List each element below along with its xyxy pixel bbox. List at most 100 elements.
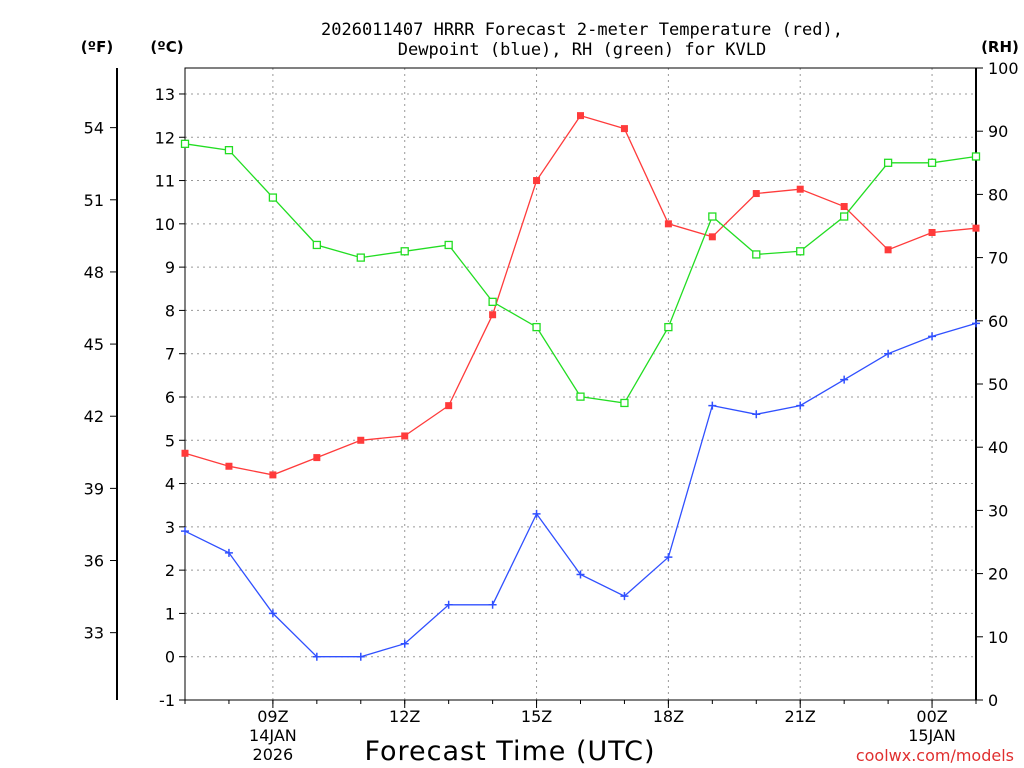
celsius-tick-label: 11 bbox=[155, 172, 175, 191]
temperature-point bbox=[489, 311, 497, 319]
celsius-tick-label: 3 bbox=[165, 518, 175, 537]
rh-unit-label: (RH) bbox=[981, 38, 1019, 56]
x-tick-label: 12Z bbox=[389, 707, 420, 726]
rh-tick-label: 80 bbox=[988, 185, 1008, 204]
rh-point bbox=[488, 297, 497, 306]
series-line bbox=[184, 322, 977, 658]
dewpoint-point bbox=[356, 652, 365, 661]
celsius-tick-label: 5 bbox=[165, 431, 175, 450]
temperature-point bbox=[884, 246, 892, 254]
rh-point bbox=[708, 212, 717, 221]
credit-link[interactable]: coolwx.com/models bbox=[856, 746, 1014, 765]
rh-tick-label: 0 bbox=[988, 691, 998, 710]
dewpoint-point bbox=[488, 600, 497, 609]
rh-point bbox=[971, 152, 981, 161]
temperature-point bbox=[840, 203, 848, 211]
celsius-tick-label: -1 bbox=[159, 691, 175, 710]
fahrenheit-tick-label: 51 bbox=[84, 191, 104, 210]
series-layer bbox=[180, 112, 981, 661]
celsius-tick-label: 9 bbox=[165, 258, 175, 277]
chart-title-line1: 2026011407 HRRR Forecast 2-meter Tempera… bbox=[321, 20, 843, 40]
temperature-point bbox=[708, 233, 716, 241]
temperature-point bbox=[796, 185, 804, 193]
temperature-point bbox=[357, 436, 365, 444]
dewpoint-point bbox=[400, 639, 409, 648]
x-axis-title: Forecast Time (UTC) bbox=[364, 736, 655, 767]
fahrenheit-tick-label: 45 bbox=[84, 335, 104, 354]
fahrenheit-tick-label: 36 bbox=[84, 552, 104, 571]
series-line bbox=[184, 143, 977, 404]
celsius-tick-label: 10 bbox=[155, 215, 175, 234]
celsius-tick-label: 2 bbox=[165, 561, 175, 580]
dewpoint-point bbox=[532, 509, 541, 518]
series-line bbox=[184, 114, 977, 476]
celsius-tick-label: 1 bbox=[165, 604, 175, 623]
rh-point bbox=[312, 240, 321, 250]
rh-tick-label: 90 bbox=[988, 122, 1008, 141]
temperature-point bbox=[664, 220, 672, 228]
x-tick-date: 15JAN bbox=[908, 726, 956, 745]
rh-tick-label: 60 bbox=[988, 312, 1008, 331]
rh-point bbox=[576, 392, 585, 401]
temperature-point bbox=[928, 228, 936, 236]
fahrenheit-tick-label: 39 bbox=[84, 479, 104, 498]
dewpoint-point bbox=[312, 652, 321, 661]
dewpoint-point bbox=[224, 548, 233, 557]
rh-tick-label: 10 bbox=[988, 628, 1008, 647]
rh-point bbox=[356, 253, 365, 262]
temperature-point bbox=[445, 402, 453, 410]
dewpoint-point bbox=[928, 332, 937, 341]
temperature-point bbox=[533, 177, 541, 185]
rh-point bbox=[532, 322, 541, 332]
celsius-tick-label: 8 bbox=[165, 301, 175, 320]
rh-tick-label: 100 bbox=[988, 59, 1019, 78]
rh-point bbox=[400, 247, 409, 256]
x-tick-label: 18Z bbox=[653, 707, 684, 726]
dewpoint-point bbox=[972, 319, 980, 328]
series-temperature bbox=[181, 112, 980, 479]
rh-tick-label: 40 bbox=[988, 438, 1008, 457]
fahrenheit-tick-label: 33 bbox=[84, 624, 104, 643]
temperature-point bbox=[181, 449, 189, 457]
rh-tick-label: 50 bbox=[988, 375, 1008, 394]
dewpoint-point bbox=[708, 401, 717, 410]
x-tick-label: 21Z bbox=[785, 707, 816, 726]
dewpoint-point bbox=[664, 553, 673, 562]
temperature-point bbox=[577, 112, 584, 120]
celsius-tick-label: 4 bbox=[165, 475, 175, 494]
rh-point bbox=[927, 158, 937, 167]
series-rh bbox=[180, 139, 981, 408]
x-tick-label: 15Z bbox=[521, 707, 552, 726]
dewpoint-point bbox=[576, 570, 585, 579]
rh-tick-label: 30 bbox=[988, 501, 1008, 520]
plot-frame bbox=[184, 67, 977, 701]
series-dewpoint bbox=[181, 319, 980, 661]
fahrenheit-axis: 33 36 39 42 45 48 51 54 bbox=[84, 119, 117, 643]
dewpoint-point bbox=[796, 401, 805, 410]
temperature-point bbox=[752, 190, 760, 198]
celsius-tick-label: 7 bbox=[165, 345, 175, 364]
temperature-point bbox=[620, 125, 628, 133]
fahrenheit-tick-label: 42 bbox=[84, 407, 104, 426]
x-tick-year: 2026 bbox=[253, 745, 294, 764]
dewpoint-point bbox=[620, 592, 629, 601]
dewpoint-point bbox=[268, 609, 277, 618]
rh-point bbox=[752, 250, 761, 259]
x-tick-date: 14JAN bbox=[249, 726, 297, 745]
fahrenheit-unit-label: (ºF) bbox=[81, 38, 113, 56]
temperature-point bbox=[401, 432, 409, 440]
dewpoint-point bbox=[181, 527, 189, 536]
temperature-point bbox=[972, 224, 980, 232]
celsius-unit-label: (ºC) bbox=[150, 38, 183, 56]
dewpoint-point bbox=[840, 375, 849, 384]
temperature-point bbox=[313, 454, 321, 462]
rh-point bbox=[444, 240, 453, 250]
temperature-point bbox=[225, 462, 233, 470]
fahrenheit-tick-label: 54 bbox=[84, 119, 104, 138]
rh-point bbox=[840, 212, 849, 221]
rh-point bbox=[224, 146, 234, 155]
rh-point bbox=[664, 322, 673, 332]
